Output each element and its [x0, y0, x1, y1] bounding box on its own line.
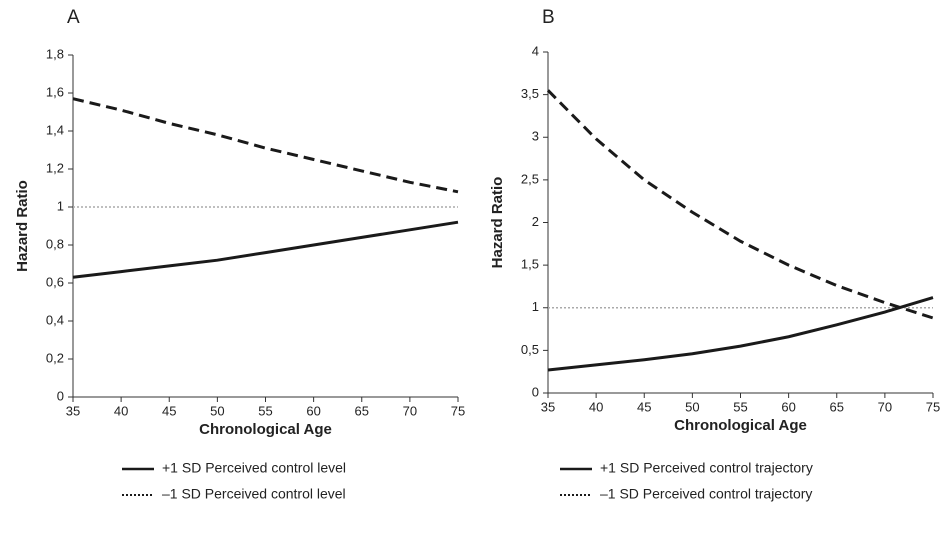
y-tick-label: 0,2	[46, 350, 64, 365]
x-tick-label: 45	[162, 403, 176, 418]
y-tick-label: 1	[57, 198, 64, 213]
x-tick-label: 55	[258, 403, 272, 418]
y-tick-label: 1,6	[46, 84, 64, 99]
y-axis-title: Hazard Ratio	[489, 177, 506, 269]
x-tick-label: 60	[781, 399, 795, 414]
y-tick-label: 4	[532, 43, 539, 58]
legend-label: +1 SD Perceived control trajectory	[600, 460, 813, 476]
series-line	[72, 97, 459, 194]
series-line	[546, 89, 934, 320]
y-tick-label: 0	[57, 388, 64, 403]
panel-label: A	[67, 7, 80, 28]
series-line	[547, 296, 934, 372]
x-tick-label: 40	[114, 403, 128, 418]
x-tick-label: 75	[926, 399, 940, 414]
x-tick-label: 70	[878, 399, 892, 414]
y-tick-label: 0,5	[521, 342, 539, 357]
x-tick-label: 50	[685, 399, 699, 414]
x-tick-label: 60	[306, 403, 320, 418]
y-tick-label: 3,5	[521, 86, 539, 101]
y-tick-label: 1,5	[521, 257, 539, 272]
x-tick-label: 50	[210, 403, 224, 418]
x-tick-label: 35	[541, 399, 555, 414]
x-tick-label: 40	[589, 399, 603, 414]
x-axis-title: Chronological Age	[199, 421, 332, 438]
y-tick-label: 2	[532, 214, 539, 229]
x-tick-label: 65	[355, 403, 369, 418]
y-tick-label: 0,6	[46, 274, 64, 289]
x-tick-label: 70	[403, 403, 417, 418]
y-tick-label: 2,5	[521, 171, 539, 186]
legend-label: –1 SD Perceived control trajectory	[600, 486, 812, 502]
y-axis-title: Hazard Ratio	[14, 180, 31, 272]
y-tick-label: 0,4	[46, 312, 64, 327]
y-tick-label: 3	[532, 129, 539, 144]
y-tick-label: 0,8	[46, 236, 64, 251]
panel-label: B	[542, 7, 555, 28]
y-tick-label: 0	[532, 384, 539, 399]
y-tick-label: 1	[532, 299, 539, 314]
y-tick-label: 1,2	[46, 160, 64, 175]
x-tick-label: 65	[830, 399, 844, 414]
x-tick-label: 45	[637, 399, 651, 414]
x-tick-label: 35	[66, 403, 80, 418]
y-tick-label: 1,8	[46, 46, 64, 61]
series-line	[72, 220, 459, 279]
legend-label: +1 SD Perceived control level	[162, 460, 346, 476]
y-tick-label: 1,4	[46, 122, 64, 137]
legend-label: –1 SD Perceived control level	[162, 486, 346, 502]
x-axis-title: Chronological Age	[674, 417, 807, 434]
x-tick-label: 55	[733, 399, 747, 414]
x-tick-label: 75	[451, 403, 465, 418]
